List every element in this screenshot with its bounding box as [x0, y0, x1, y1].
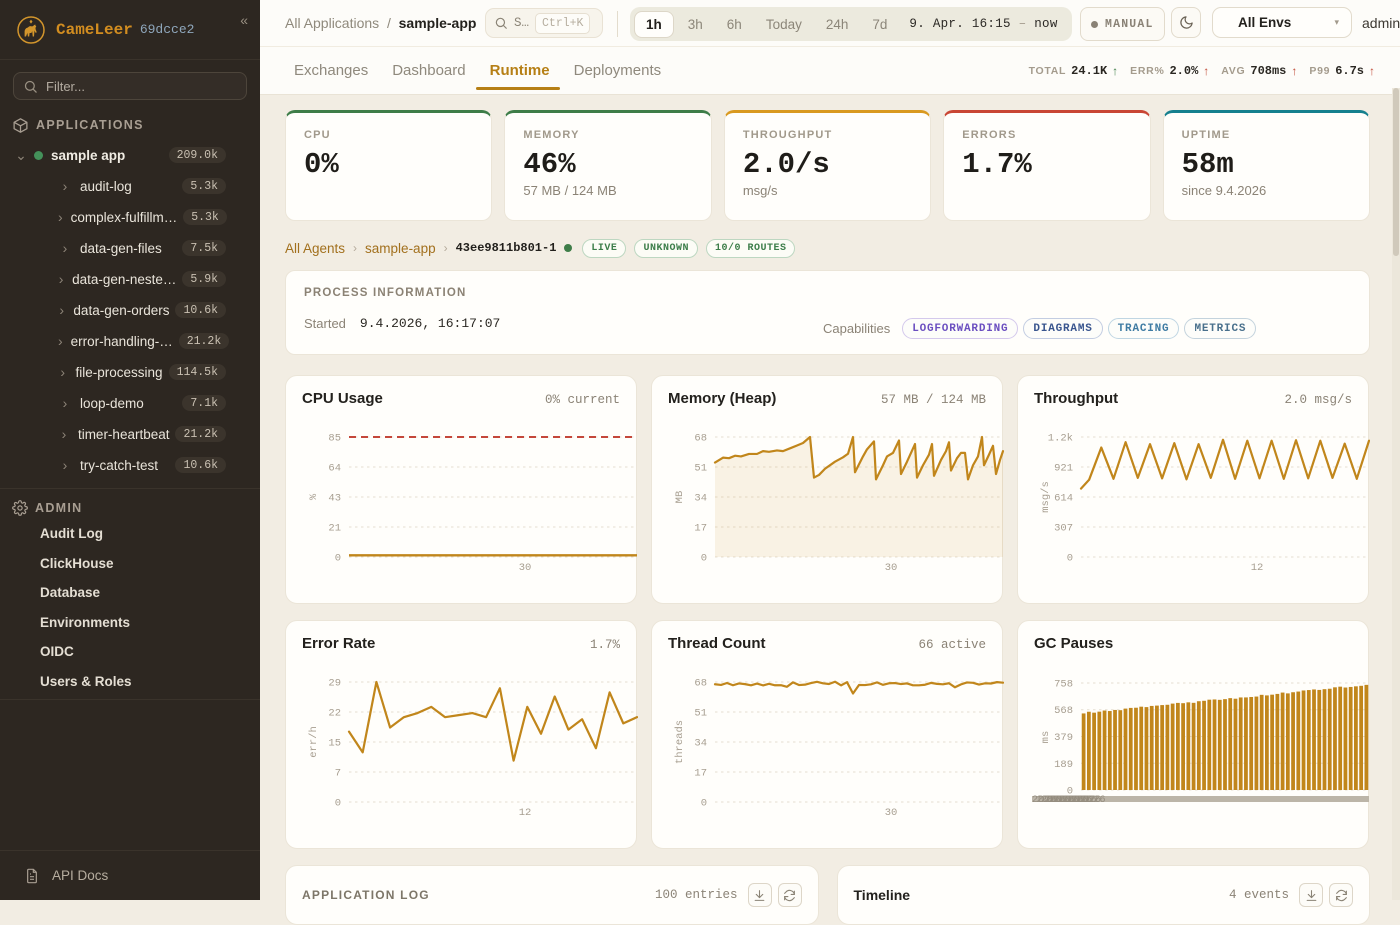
svg-text:30: 30 — [885, 807, 898, 819]
svg-text:68: 68 — [694, 433, 707, 445]
svg-text:51: 51 — [694, 708, 707, 720]
svg-text:2026: 2026 — [1059, 795, 1083, 806]
svg-text:12: 12 — [1251, 562, 1264, 574]
svg-text:34: 34 — [694, 493, 707, 505]
svg-text:34: 34 — [694, 738, 707, 750]
svg-text:22: 22 — [328, 708, 341, 720]
svg-text:568: 568 — [1054, 705, 1073, 717]
svg-text:1.2k: 1.2k — [1048, 433, 1073, 445]
svg-text:0: 0 — [701, 553, 707, 565]
svg-text:ms: ms — [1040, 731, 1052, 744]
svg-text:%: % — [308, 493, 320, 500]
svg-text:30: 30 — [519, 562, 532, 574]
svg-text:12: 12 — [519, 807, 532, 819]
svg-text:51: 51 — [694, 463, 707, 475]
svg-text:2026: 2026 — [1037, 795, 1061, 806]
svg-text:err/h: err/h — [308, 726, 320, 758]
svg-text:15: 15 — [328, 738, 341, 750]
svg-text:0: 0 — [335, 553, 341, 565]
svg-text:30: 30 — [885, 562, 898, 574]
svg-text:2026: 2026 — [1050, 795, 1074, 806]
svg-text:msg/s: msg/s — [1040, 481, 1052, 513]
svg-text:2026: 2026 — [1068, 795, 1092, 806]
svg-text:758: 758 — [1054, 679, 1073, 691]
svg-text:614: 614 — [1054, 493, 1073, 505]
svg-text:0: 0 — [701, 798, 707, 810]
svg-text:2026: 2026 — [1073, 795, 1097, 806]
svg-text:2026: 2026 — [1082, 795, 1106, 806]
svg-text:2026: 2026 — [1032, 795, 1056, 806]
svg-text:threads: threads — [674, 720, 686, 764]
svg-text:2026: 2026 — [1064, 795, 1088, 806]
svg-text:29: 29 — [328, 678, 341, 690]
svg-text:0: 0 — [1067, 553, 1073, 565]
svg-text:64: 64 — [328, 463, 341, 475]
svg-text:17: 17 — [694, 523, 707, 535]
svg-text:7: 7 — [335, 768, 341, 780]
svg-text:43: 43 — [328, 493, 341, 505]
svg-text:68: 68 — [694, 678, 707, 690]
svg-text:0: 0 — [1067, 786, 1073, 798]
svg-text:2026: 2026 — [1077, 795, 1101, 806]
svg-text:21: 21 — [328, 523, 341, 535]
svg-text:2026: 2026 — [1055, 795, 1079, 806]
svg-text:0: 0 — [335, 798, 341, 810]
svg-text:189: 189 — [1054, 759, 1073, 771]
svg-text:17: 17 — [694, 768, 707, 780]
svg-text:921: 921 — [1054, 463, 1073, 475]
svg-text:MB: MB — [674, 491, 686, 504]
svg-text:85: 85 — [328, 433, 341, 445]
svg-text:379: 379 — [1054, 732, 1073, 744]
svg-text:2026: 2026 — [1046, 795, 1070, 806]
svg-text:2026: 2026 — [1041, 795, 1065, 806]
svg-text:307: 307 — [1054, 523, 1073, 535]
